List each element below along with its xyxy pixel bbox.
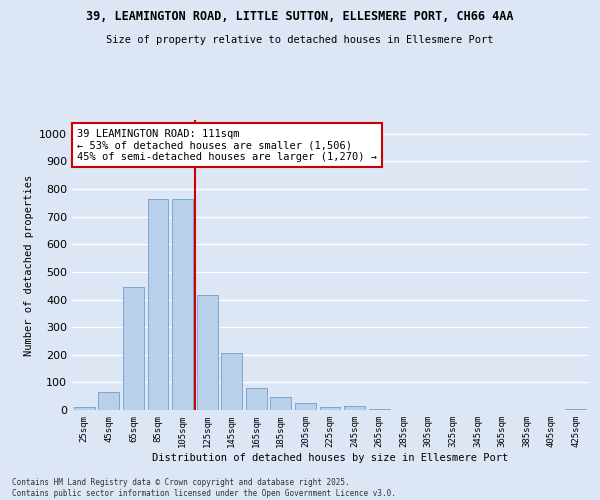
- Bar: [344, 406, 365, 410]
- Bar: [197, 296, 218, 410]
- Bar: [320, 407, 340, 410]
- Bar: [74, 407, 95, 410]
- Bar: [148, 198, 169, 410]
- Bar: [98, 392, 119, 410]
- Bar: [221, 354, 242, 410]
- Bar: [246, 388, 267, 410]
- Bar: [295, 402, 316, 410]
- Text: Contains HM Land Registry data © Crown copyright and database right 2025.
Contai: Contains HM Land Registry data © Crown c…: [12, 478, 396, 498]
- Bar: [565, 409, 586, 410]
- Bar: [172, 198, 193, 410]
- Bar: [368, 408, 389, 410]
- Bar: [123, 286, 144, 410]
- Bar: [271, 397, 292, 410]
- Text: 39, LEAMINGTON ROAD, LITTLE SUTTON, ELLESMERE PORT, CH66 4AA: 39, LEAMINGTON ROAD, LITTLE SUTTON, ELLE…: [86, 10, 514, 23]
- X-axis label: Distribution of detached houses by size in Ellesmere Port: Distribution of detached houses by size …: [152, 452, 508, 462]
- Y-axis label: Number of detached properties: Number of detached properties: [23, 174, 34, 356]
- Text: 39 LEAMINGTON ROAD: 111sqm
← 53% of detached houses are smaller (1,506)
45% of s: 39 LEAMINGTON ROAD: 111sqm ← 53% of deta…: [77, 128, 377, 162]
- Text: Size of property relative to detached houses in Ellesmere Port: Size of property relative to detached ho…: [106, 35, 494, 45]
